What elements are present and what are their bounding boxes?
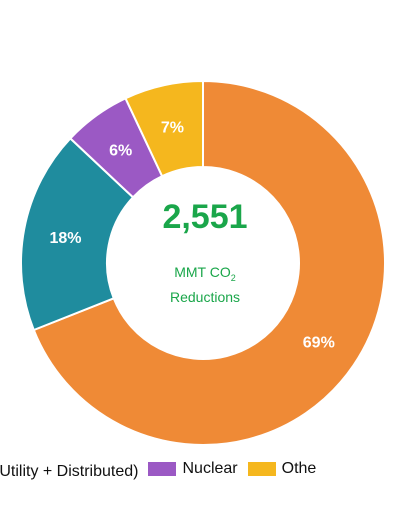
donut-slice-3 [124, 79, 204, 178]
donut-center: 2,551 MMT CO2 Reductions [162, 198, 247, 305]
slice-labels: 69% 18% 6% 7% [49, 119, 334, 351]
legend-item-2: Othe [247, 460, 317, 478]
legend-label-2: Othe [281, 460, 317, 477]
center-unit-label: MMT CO2 [174, 264, 236, 283]
donut-slice-1 [20, 136, 135, 332]
donut-slice-0 [32, 79, 386, 446]
center-total-value: 2,551 [162, 198, 247, 236]
center-unit-subscript: 2 [231, 273, 236, 283]
legend-label-1: Nuclear [182, 460, 238, 477]
legend-label-0: (Utility + Distributed) [0, 463, 139, 480]
slice-percent-label-0: 69% [303, 335, 335, 352]
chart-legend: (Utility + Distributed) Nuclear Othe [0, 460, 326, 481]
slice-percent-label-3: 7% [161, 119, 184, 136]
legend-swatch-1 [148, 462, 177, 476]
center-caption: Reductions [170, 289, 240, 305]
legend-item-1: Nuclear [148, 460, 238, 478]
legend-swatch-2 [247, 462, 276, 476]
slice-percent-label-1: 18% [49, 230, 81, 247]
center-unit-text: MMT CO [174, 264, 231, 280]
slice-percent-label-2: 6% [109, 143, 132, 160]
legend-item-0: (Utility + Distributed) [0, 463, 138, 481]
donut-slices [20, 79, 386, 446]
